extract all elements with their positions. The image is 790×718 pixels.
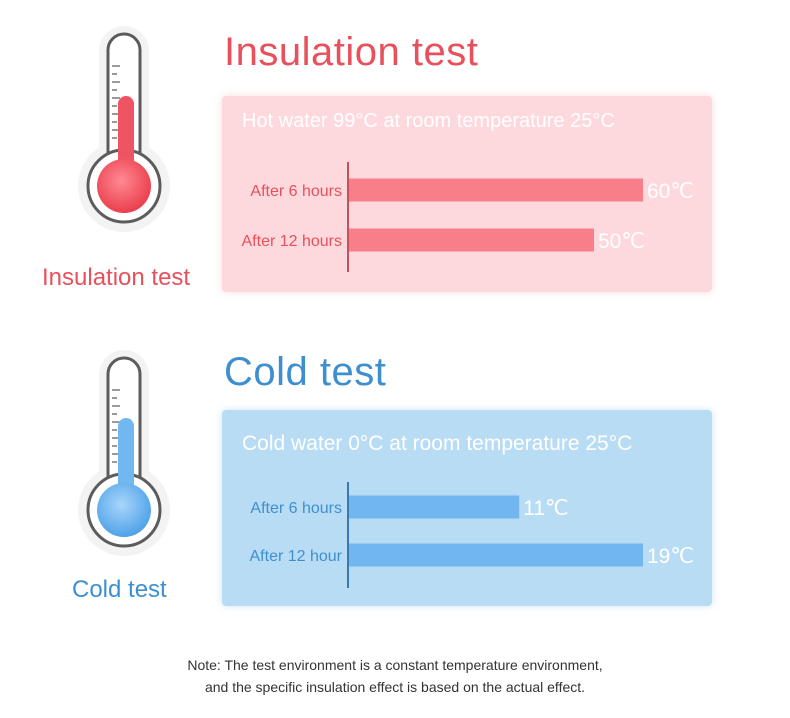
cold-chart-panel: Cold water 0°C at room temperature 25°C … — [222, 410, 712, 606]
value-label: 11℃ — [523, 497, 568, 520]
hot-bar-chart: After 6 hours 60℃ After 12 hours 50℃ — [242, 162, 694, 272]
cold-test-title: Cold test — [224, 350, 387, 394]
footnote-line-2: and the specific insulation effect is ba… — [204, 679, 586, 695]
footnote: Note: The test environment is a constant… — [0, 654, 790, 698]
cold-test-label: Cold test — [72, 576, 167, 603]
category-label: After 12 hour — [250, 548, 343, 565]
bar — [349, 178, 643, 202]
insulation-test-section: Insulation test Insulation test Hot wate… — [0, 0, 790, 330]
bar — [349, 228, 594, 252]
insulation-test-label: Insulation test — [42, 264, 191, 291]
category-label: After 12 hours — [242, 233, 343, 250]
hot-chart-title: Hot water 99°C at room temperature 25°C — [242, 110, 615, 132]
category-label: After 6 hours — [250, 183, 342, 200]
value-label: 19℃ — [647, 545, 694, 568]
value-label: 50℃ — [598, 230, 645, 253]
cold-bar-chart: After 6 hours 11℃ After 12 hour 19℃ — [250, 482, 694, 588]
footnote-line-1: Note: The test environment is a constant… — [187, 657, 603, 673]
hot-chart-panel: Hot water 99°C at room temperature 25°C … — [222, 96, 712, 292]
bar — [349, 543, 643, 567]
value-label: 60℃ — [647, 180, 694, 203]
thermometer-hot-icon — [78, 26, 170, 246]
cold-test-section: Cold test Cold test Cold water 0°C at ro… — [0, 330, 790, 630]
bar — [349, 495, 520, 519]
cold-chart-title: Cold water 0°C at room temperature 25°C — [242, 432, 633, 455]
category-label: After 6 hours — [250, 500, 342, 517]
thermometer-cold-icon — [78, 350, 170, 570]
insulation-test-title: Insulation test — [224, 30, 479, 74]
